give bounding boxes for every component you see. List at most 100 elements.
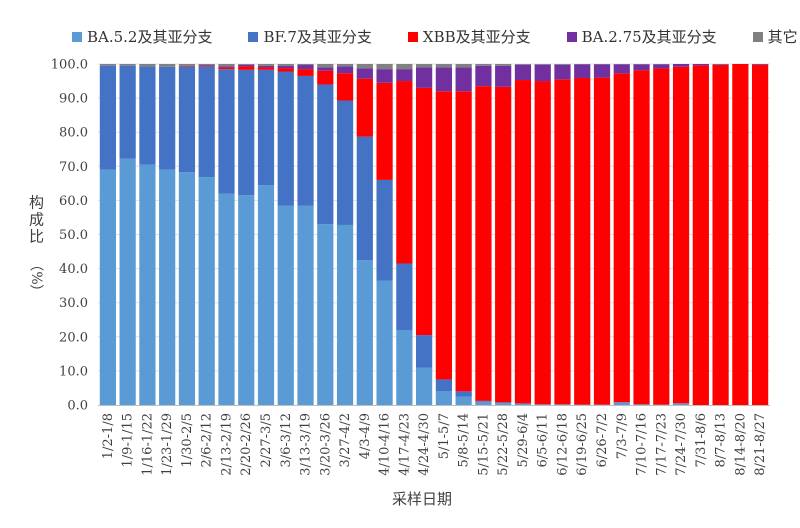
bar-segment-1-5 — [198, 66, 215, 178]
bar-segment-2-24 — [574, 77, 591, 405]
legend-swatch-xbb — [407, 31, 418, 42]
bar-segment-4-18 — [455, 64, 472, 68]
bar-segment-2-12 — [336, 73, 354, 101]
bar-segment-0-17 — [435, 391, 452, 405]
x-tick-label: 5/15-5/21 — [476, 413, 491, 476]
x-tick-label: 6/12-6/18 — [555, 413, 570, 476]
bar-segment-0-6 — [218, 193, 235, 405]
bar-segment-3-9 — [277, 65, 294, 69]
bar-segment-0-8 — [257, 185, 275, 405]
bar-segment-1-4 — [178, 66, 196, 173]
bar-segment-2-6 — [218, 67, 235, 70]
x-tick-label: 3/20-3/26 — [318, 413, 333, 476]
bar-segment-4-6 — [218, 64, 235, 67]
bar-segment-4-12 — [336, 64, 354, 67]
bar-segment-0-19 — [475, 401, 492, 405]
legend-item-ba275: BA.2.75及其亚分支 — [566, 26, 717, 47]
bar-segment-3-24 — [574, 64, 591, 78]
x-tick-label: 1/30-2/5 — [180, 413, 195, 468]
bar-segment-0-20 — [495, 403, 512, 405]
y-tick-label: 30.0 — [59, 296, 88, 311]
y-tick-label: 0.0 — [67, 399, 88, 414]
x-tick-label: 8/7-8/13 — [714, 413, 729, 468]
bar-segment-1-9 — [277, 71, 294, 206]
bar-segment-2-33 — [752, 64, 769, 406]
bar-segment-4-3 — [159, 64, 176, 67]
bar-segment-0-23 — [554, 404, 571, 405]
y-tick-label: 100.0 — [51, 58, 88, 73]
bar-segment-1-6 — [218, 69, 235, 194]
bar-segment-2-21 — [514, 80, 532, 404]
bar-segment-1-0 — [99, 65, 116, 170]
bar-segment-0-27 — [633, 404, 650, 405]
bar-segment-2-18 — [455, 91, 472, 392]
bar-segment-3-11 — [317, 67, 334, 71]
bar-segment-0-1 — [119, 158, 136, 405]
bar-segment-3-18 — [455, 67, 472, 92]
bar-segment-2-20 — [495, 86, 512, 403]
bar-segment-4-4 — [178, 64, 196, 66]
y-tick-label: 90.0 — [59, 92, 88, 107]
x-tick-label: 4/10-4/16 — [378, 413, 393, 476]
y-axis-title: 构成比 — [27, 195, 45, 246]
x-tick-label: 6/5-6/11 — [536, 413, 551, 468]
bar-segment-2-4 — [178, 65, 196, 67]
x-tick-label: 1/23-1/29 — [160, 413, 175, 476]
bar-segment-4-19 — [475, 64, 492, 66]
bar-segment-4-17 — [435, 64, 452, 68]
legend: BA.5.2及其亚分支 BF.7及其亚分支 XBB及其亚分支 BA.2.75及其… — [72, 26, 798, 47]
bar-segment-3-31 — [712, 64, 729, 66]
x-tick-label: 8/14-8/20 — [733, 413, 748, 476]
x-tick-label: 4/3-4/9 — [358, 413, 373, 459]
bar-segment-1-15 — [396, 263, 413, 330]
x-tick-label: 2/6-2/12 — [200, 413, 215, 468]
bar-segment-1-14 — [376, 179, 393, 281]
bar-segment-3-8 — [257, 65, 275, 68]
bar-segment-0-22 — [534, 404, 551, 405]
bar-segment-3-12 — [336, 66, 354, 74]
bar-segment-0-14 — [376, 280, 393, 405]
bar-segment-2-13 — [356, 78, 373, 137]
x-tick-label: 2/27-3/5 — [259, 413, 274, 468]
bar-segment-0-9 — [277, 205, 294, 405]
legend-swatch-ba52 — [72, 31, 82, 42]
y-tick-label: 10.0 — [59, 364, 88, 379]
bar-segment-3-10 — [297, 65, 314, 70]
bar-segment-2-26 — [613, 73, 630, 403]
legend-label-other: 其它 — [767, 28, 798, 46]
bar-segment-3-27 — [633, 64, 650, 71]
bar-segment-4-8 — [257, 64, 275, 66]
bar-segment-3-29 — [672, 64, 690, 67]
legend-item-ba52: BA.5.2及其亚分支 — [72, 26, 212, 47]
bar-segment-1-21 — [514, 403, 532, 404]
bar-segment-1-10 — [297, 75, 314, 206]
bar-segment-2-10 — [297, 69, 314, 76]
bar-segment-2-28 — [653, 68, 670, 405]
bar-segment-4-0 — [99, 64, 116, 66]
y-tick-label: 70.0 — [59, 160, 88, 175]
bars — [99, 64, 769, 406]
bar-segment-0-2 — [139, 164, 156, 405]
bar-segment-4-13 — [356, 64, 373, 69]
x-tick-label: 5/8-5/14 — [457, 413, 472, 468]
bar-segment-2-17 — [435, 91, 452, 380]
y-tick-label: 60.0 — [59, 194, 88, 209]
bar-segment-4-10 — [297, 64, 314, 66]
legend-label-ba275: BA.2.75及其亚分支 — [581, 28, 717, 46]
bar-segment-2-14 — [376, 82, 393, 180]
x-tick-label: 8/21-8/27 — [753, 413, 768, 476]
bar-segment-4-7 — [238, 64, 255, 65]
bar-segment-0-10 — [297, 205, 314, 405]
legend-label-xbb: XBB及其亚分支 — [422, 28, 531, 46]
x-tick-label: 2/20-2/26 — [239, 413, 254, 476]
bar-segment-2-5 — [198, 65, 215, 67]
legend-swatch-other — [752, 31, 763, 42]
x-tick-label: 1/2-1/8 — [101, 413, 116, 459]
x-tick-label: 3/13-3/19 — [299, 413, 314, 476]
bar-segment-0-11 — [317, 224, 334, 405]
y-tick-label: 50.0 — [59, 228, 88, 243]
bar-segment-2-8 — [257, 67, 275, 70]
bar-segment-0-18 — [455, 396, 472, 405]
bar-segment-3-19 — [475, 65, 492, 87]
